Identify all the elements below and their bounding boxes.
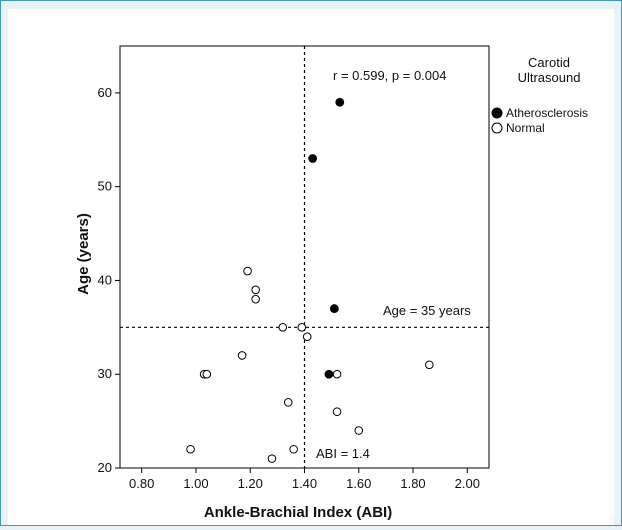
normal-point (332, 369, 342, 379)
scatter-chart: 0.80 1.00 1.20 1.40 1.60 1.80 2.00 20 30 40 50 60 A… (75, 45, 588, 521)
atherosclerosis-point (324, 369, 334, 379)
x-tick-label: 1.60 (346, 476, 371, 491)
normal-point (283, 398, 293, 407)
normal-point (354, 426, 364, 435)
x-tick-label: 1.40 (292, 476, 317, 491)
normal-point (186, 444, 195, 454)
atherosclerosis-point (335, 97, 345, 107)
atherosclerosis-point (329, 304, 339, 313)
x-tick-label: 1.00 (183, 476, 208, 491)
x-tick-label: 1.20 (238, 476, 263, 491)
normal-point (278, 323, 288, 332)
normal-point (332, 407, 342, 417)
normal-point (251, 294, 260, 304)
normal-point (302, 332, 312, 342)
age-reference-label: Age = 35 years (383, 303, 471, 318)
normal-point (202, 369, 212, 379)
y-tick-label: 20 (98, 460, 112, 475)
legend-label-normal: Normal (506, 121, 545, 135)
x-tick-label: 1.80 (400, 476, 425, 491)
correlation-annotation: r = 0.599, p = 0.004 (333, 68, 446, 83)
normal-point (297, 323, 307, 332)
y-tick-label: 40 (98, 272, 112, 287)
figure-panel: 0.80 1.00 1.20 1.40 1.60 1.80 2.00 20 30 40 50 60 A… (8, 9, 614, 525)
y-tick-label: 30 (98, 366, 112, 381)
normal-point (243, 266, 252, 276)
abi-reference-label: ABI = 1.4 (316, 446, 370, 461)
legend-marker-atherosclerosis (491, 107, 503, 119)
x-tick-label: 2.00 (455, 476, 480, 491)
legend-marker-normal (491, 122, 503, 134)
normal-point (251, 285, 260, 295)
normal-point (267, 454, 277, 463)
y-tick-label: 50 (98, 179, 112, 194)
y-tick-label: 60 (98, 85, 112, 100)
atherosclerosis-point (308, 154, 318, 163)
x-axis-label: Ankle-Brachial Index (ABI) (204, 504, 392, 521)
legend-title-line2: Ultrasound (518, 70, 581, 85)
legend-label-atherosclerosis: Atherosclerosis (506, 106, 588, 120)
normal-point (237, 351, 247, 360)
legend-title-line1: Carotid (528, 55, 570, 70)
normal-point (425, 360, 434, 370)
x-tick-label: 0.80 (129, 476, 154, 491)
plot-layer: 0.80 1.00 1.20 1.40 1.60 1.80 2.00 20 30 40 50 60 (98, 45, 490, 491)
y-axis-label: Age (years) (75, 213, 92, 295)
normal-point (289, 444, 298, 454)
